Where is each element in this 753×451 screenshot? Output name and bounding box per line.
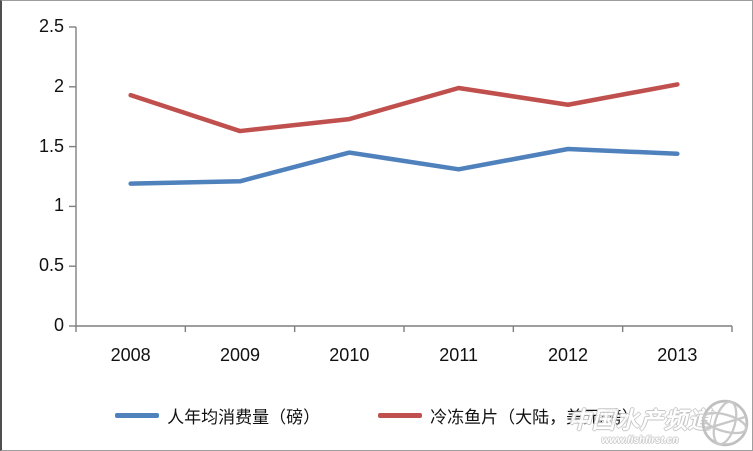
series-line-0 [128,146,680,186]
legend-item: 冷冻鱼片（大陆，美元/磅） [378,403,639,428]
watermark-url: www.fishfirst.cn [601,434,679,446]
watermark-title: 中国水产频道 [568,406,712,433]
watermark: 中国水产频道 www.fishfirst.cn [568,398,750,448]
legend-item: 人年均消费量（磅） [115,403,320,428]
legend-line-sample [115,413,160,418]
watermark-text: 中国水产频道 www.fishfirst.cn [568,401,712,446]
legend-label: 冷冻鱼片（大陆，美元/磅） [430,408,639,427]
globe-icon [701,399,749,447]
legend-label: 人年均消费量（磅） [167,408,321,427]
legend-line-sample [378,413,423,418]
legend: 人年均消费量（磅） 冷冻鱼片（大陆，美元/磅） [2,403,752,428]
series-line-1 [128,82,680,134]
